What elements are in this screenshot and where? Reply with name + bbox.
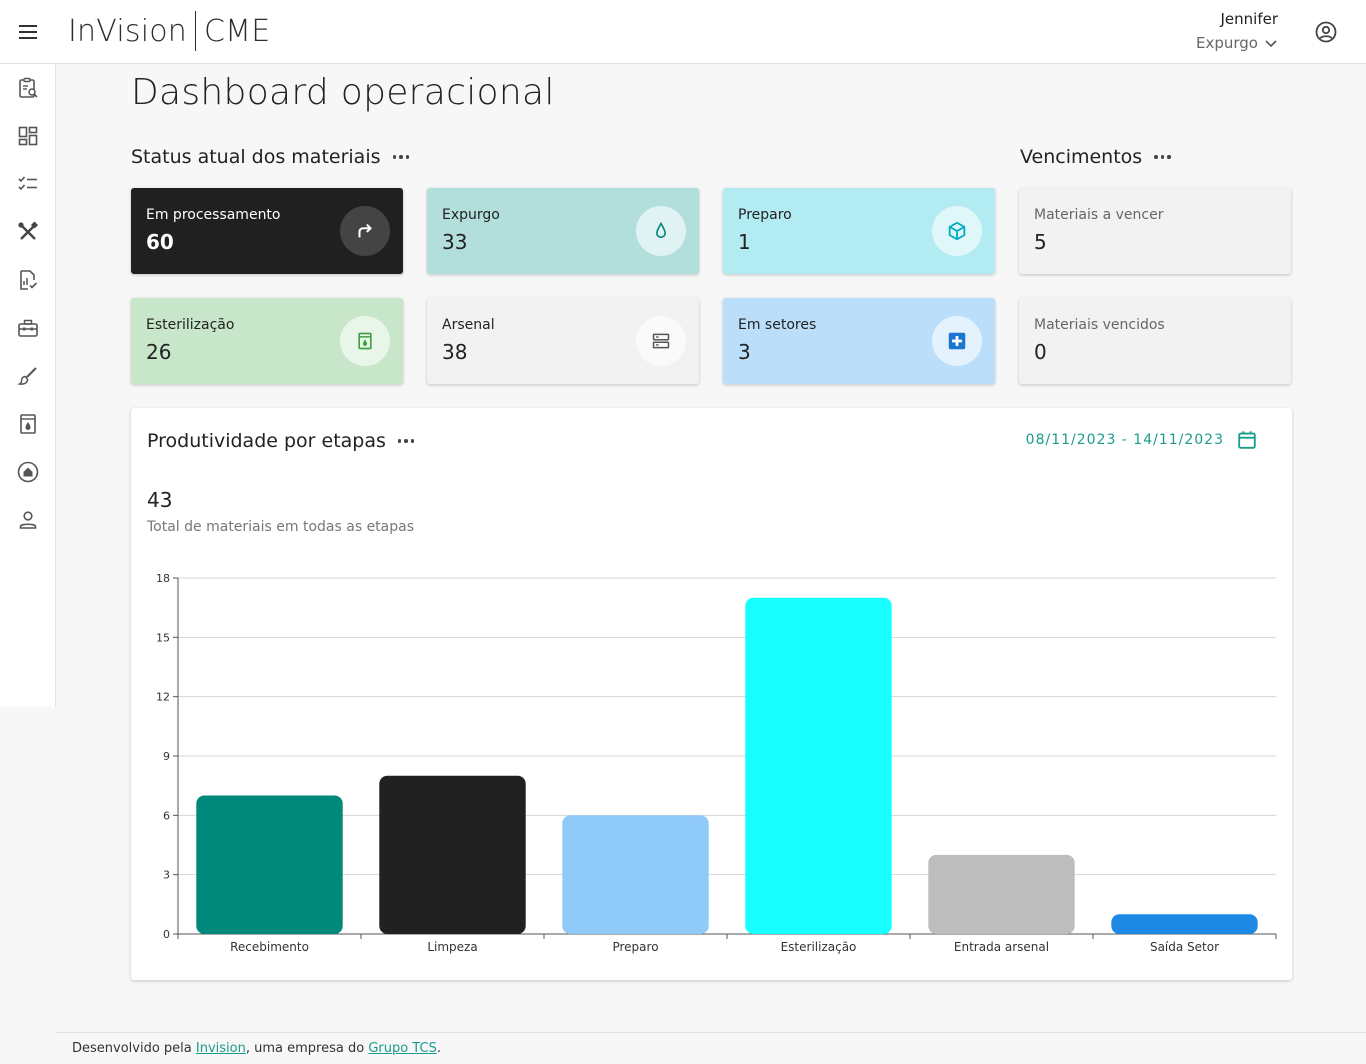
card-label: Arsenal [442,317,495,333]
grupo-tcs-link[interactable]: Grupo TCS [368,1041,437,1056]
x-tick-label: Recebimento [230,940,309,954]
card-value: 5 [1034,230,1047,254]
footer-prefix: Desenvolvido pela [72,1041,196,1056]
page-title: Dashboard operacional [131,72,555,113]
clipboard-search-icon[interactable] [16,76,40,100]
productivity-title: Produtividade por etapas [147,430,386,452]
calendar-icon [1238,431,1256,449]
sector-label: Expurgo [1196,34,1258,52]
y-tick-label: 9 [163,750,170,763]
card-em-setores[interactable]: Em setores 3 [723,298,995,384]
y-tick-label: 3 [163,869,170,882]
expiry-section-title: Vencimentos [1020,146,1143,168]
storage-icon [636,316,686,366]
card-label: Preparo [738,207,792,223]
card-value: 1 [738,230,751,254]
footer: Desenvolvido pela Invision, uma empresa … [56,1032,1366,1064]
card-label: Esterilização [146,317,235,333]
card-value: 38 [442,340,468,364]
medical-cross-icon [932,316,982,366]
person-icon[interactable] [16,508,40,532]
sterilizer-icon [340,316,390,366]
brand-invision: InVision [68,13,187,49]
y-tick-label: 6 [163,809,170,822]
x-tick-label: Preparo [612,940,658,954]
user-menu: Jennifer Expurgo [1196,8,1278,56]
card-value: 33 [442,230,468,254]
card-esterilizacao[interactable]: Esterilização 26 [131,298,403,384]
card-value: 0 [1034,340,1047,364]
bar-recebimento [196,795,343,934]
brand-divider [195,11,196,51]
account-circle-icon[interactable] [1314,20,1338,44]
sterilizer-icon[interactable] [16,412,40,436]
bar-entrada-arsenal [928,854,1075,934]
x-tick-label: Esterilização [781,940,857,954]
drop-icon [636,206,686,256]
card-label: Em setores [738,317,817,333]
bar-preparo [562,815,709,934]
productivity-bar-chart: 0 3 6 9 12 15 18 Recebimento Limpeza Preparo Ester… [156,572,1277,954]
side-navigation [0,64,56,707]
menu-icon[interactable] [16,20,40,44]
x-tick-label: Limpeza [427,940,477,954]
chevron-down-icon [1265,40,1277,48]
card-label: Materiais vencidos [1034,317,1165,333]
card-materiais-vencidos[interactable]: Materiais vencidos 0 [1019,298,1291,384]
report-check-icon[interactable] [16,268,40,292]
invision-link[interactable]: Invision [195,1041,246,1056]
card-expurgo[interactable]: Expurgo 33 [427,188,699,274]
date-range-text: 08/11/2023 - 14/11/2023 [1025,432,1224,448]
user-name: Jennifer [1220,10,1278,28]
status-section-header: Status atual dos materiais [131,146,411,168]
sector-selector[interactable]: Expurgo [1196,30,1278,56]
x-tick-label: Entrada arsenal [954,940,1049,954]
bar-saída-setor [1111,914,1258,934]
toolbox-icon[interactable] [16,316,40,340]
total-materials-caption: Total de materiais em todas as etapas [147,519,415,535]
home-circle-icon[interactable] [16,460,40,484]
expiry-section-header: Vencimentos [1020,146,1173,168]
y-tick-label: 18 [156,572,170,585]
card-arsenal[interactable]: Arsenal 38 [427,298,699,384]
footer-middle: , uma empresa do [245,1041,369,1056]
x-tick-label: Saída Setor [1150,940,1219,954]
card-value: 3 [738,340,751,364]
box-icon [932,206,982,256]
brand-cme: CME [204,13,271,49]
brush-icon[interactable] [16,364,40,388]
card-value: 26 [146,340,172,364]
app-logo: InVision CME [68,10,270,52]
total-materials-value: 43 [147,488,173,512]
bar-limpeza [379,775,526,934]
productivity-more-icon[interactable] [396,435,417,447]
dashboard-icon[interactable] [16,124,40,148]
top-app-bar: InVision CME Jennifer Expurgo [0,0,1366,64]
redo-icon [340,206,390,256]
status-section-title: Status atual dos materiais [131,146,381,168]
checklist-icon[interactable] [16,172,40,196]
card-label: Materiais a vencer [1034,207,1164,223]
footer-suffix: . [436,1041,441,1056]
productivity-panel: Produtividade por etapas 08/11/2023 - 14… [131,408,1292,980]
card-preparo[interactable]: Preparo 1 [723,188,995,274]
y-tick-label: 12 [156,691,170,704]
card-label: Em processamento [146,207,281,223]
card-label: Expurgo [442,207,500,223]
date-range-picker[interactable]: 08/11/2023 - 14/11/2023 [1026,429,1258,451]
bar-esterilização [745,597,892,934]
tools-icon[interactable] [16,220,40,244]
y-tick-label: 15 [156,631,170,644]
card-em-processamento[interactable]: Em processamento 60 [131,188,403,274]
y-tick-label: 0 [163,928,170,941]
card-value: 60 [146,230,174,254]
card-materiais-a-vencer[interactable]: Materiais a vencer 5 [1019,188,1291,274]
status-more-icon[interactable] [391,151,412,163]
productivity-header: Produtividade por etapas [147,430,416,452]
expiry-more-icon[interactable] [1152,151,1173,163]
